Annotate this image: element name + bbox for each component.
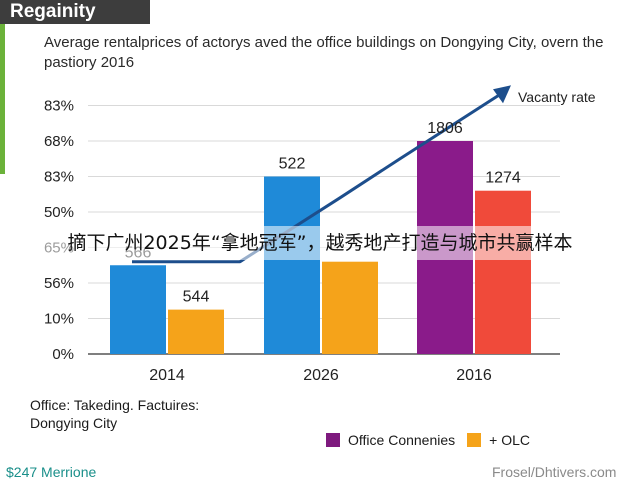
- legend-label-olc: + OLC: [489, 432, 530, 448]
- y-tick-label: 68%: [44, 133, 74, 150]
- y-tick-label: 50%: [44, 204, 74, 221]
- data-label: 544: [183, 289, 210, 306]
- footnote: Office: Takeding. Factuires: Dongying Ci…: [30, 396, 199, 432]
- footer-left-text: $247 Merrione: [6, 464, 97, 480]
- accent-rule: [0, 24, 5, 174]
- bar-office: [110, 265, 166, 354]
- legend-swatch-olc: [467, 433, 482, 447]
- y-tick-label: 0%: [52, 346, 74, 363]
- bar-olc: [322, 261, 378, 354]
- y-tick-label: 83%: [44, 98, 74, 115]
- bar-office: [264, 176, 320, 354]
- trend-label: Vacanty rate: [518, 89, 596, 105]
- caption-overlay-text: 摘下广州2025年“拿地冠军”，越秀地产打造与城市共赢样本: [67, 232, 573, 254]
- legend-swatch-office: [326, 433, 340, 447]
- caption-overlay-band: [0, 226, 640, 260]
- chart-legend: Office Connenies + OLC: [326, 432, 542, 448]
- data-label: 522: [279, 156, 306, 173]
- trend-arrowhead: [493, 85, 511, 104]
- footnote-line-1: Office: Takeding. Factuires:: [30, 397, 200, 413]
- chart-title: Average rentalprices of actorys aved the…: [44, 34, 604, 71]
- y-tick-label: 10%: [44, 311, 74, 328]
- brand-banner: Regainity: [0, 0, 150, 24]
- bar-olc: [475, 190, 531, 354]
- x-tick-label: 2014: [149, 367, 185, 384]
- x-tick-label: 2016: [456, 367, 492, 384]
- legend-label-office: Office Connenies: [348, 432, 456, 448]
- footer-source-text: Frosel/Dhtivers.com: [492, 464, 617, 480]
- footnote-line-2: Dongying City: [30, 415, 118, 431]
- legend-item-office: Office Connenies: [326, 432, 455, 448]
- x-tick-label: 2026: [303, 367, 339, 384]
- data-label: 1274: [485, 170, 521, 187]
- legend-item-olc: + OLC: [467, 432, 530, 448]
- bar-olc: [168, 309, 224, 354]
- y-tick-label: 83%: [44, 169, 74, 186]
- y-tick-label: 56%: [44, 275, 74, 292]
- vacancy-trend-line: [132, 90, 506, 264]
- data-label: 1806: [427, 120, 463, 137]
